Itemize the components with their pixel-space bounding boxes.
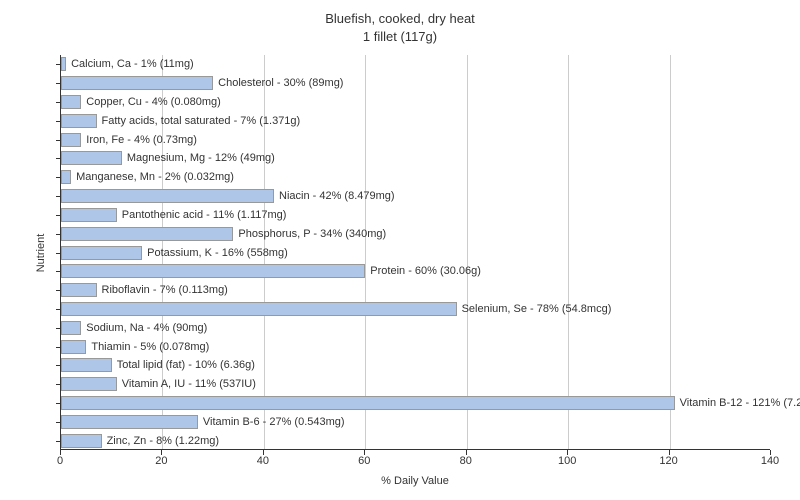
nutrient-label: Manganese, Mn - 2% (0.032mg) <box>76 170 234 184</box>
nutrient-bar <box>61 151 122 165</box>
title-line-2: 1 fillet (117g) <box>363 29 437 44</box>
nutrient-bar <box>61 114 97 128</box>
nutrient-label: Vitamin A, IU - 11% (537IU) <box>122 377 256 391</box>
nutrient-bar <box>61 227 233 241</box>
x-tick-label: 60 <box>358 455 370 467</box>
nutrient-bar <box>61 57 66 71</box>
nutrient-bar <box>61 133 81 147</box>
nutrient-bar <box>61 321 81 335</box>
nutrient-label: Zinc, Zn - 8% (1.22mg) <box>107 434 219 448</box>
nutrient-label: Magnesium, Mg - 12% (49mg) <box>127 151 275 165</box>
nutrient-label: Pantothenic acid - 11% (1.117mg) <box>122 208 287 222</box>
nutrient-bar <box>61 264 365 278</box>
nutrient-bar <box>61 208 117 222</box>
x-tick-label: 40 <box>257 455 269 467</box>
grid-line <box>568 55 569 449</box>
grid-line <box>467 55 468 449</box>
nutrient-bar <box>61 76 213 90</box>
nutrient-label: Calcium, Ca - 1% (11mg) <box>71 57 194 71</box>
nutrient-bar <box>61 189 274 203</box>
nutrient-label: Total lipid (fat) - 10% (6.36g) <box>117 358 255 372</box>
nutrient-label: Riboflavin - 7% (0.113mg) <box>102 283 228 297</box>
nutrient-label: Fatty acids, total saturated - 7% (1.371… <box>102 114 301 128</box>
nutrient-bar <box>61 434 102 448</box>
title-line-1: Bluefish, cooked, dry heat <box>325 11 475 26</box>
nutrient-bar <box>61 302 457 316</box>
nutrient-label: Protein - 60% (30.06g) <box>370 264 481 278</box>
nutrient-label: Vitamin B-6 - 27% (0.543mg) <box>203 415 345 429</box>
nutrient-label: Thiamin - 5% (0.078mg) <box>91 340 209 354</box>
x-tick-label: 100 <box>558 455 576 467</box>
nutrient-bar <box>61 396 675 410</box>
nutrient-bar <box>61 246 142 260</box>
x-tick-label: 140 <box>761 455 779 467</box>
nutrient-bar <box>61 377 117 391</box>
nutrient-label: Niacin - 42% (8.479mg) <box>279 189 395 203</box>
nutrient-label: Iron, Fe - 4% (0.73mg) <box>86 133 197 147</box>
nutrient-bar <box>61 415 198 429</box>
nutrient-label: Copper, Cu - 4% (0.080mg) <box>86 95 221 109</box>
nutrient-bar <box>61 340 86 354</box>
nutrient-label: Phosphorus, P - 34% (340mg) <box>238 227 386 241</box>
grid-line <box>670 55 671 449</box>
nutrient-bar <box>61 170 71 184</box>
chart-area: Calcium, Ca - 1% (11mg) Cholesterol - 30%… <box>60 55 770 450</box>
x-tick-label: 20 <box>155 455 167 467</box>
x-tick-label: 120 <box>659 455 677 467</box>
nutrient-label: Potassium, K - 16% (558mg) <box>147 246 288 260</box>
x-tick-label: 80 <box>460 455 472 467</box>
nutrient-label: Vitamin B-12 - 121% (7.28mcg) <box>680 396 800 410</box>
y-axis-label: Nutrient <box>35 233 47 272</box>
nutrient-label: Selenium, Se - 78% (54.8mcg) <box>462 302 612 316</box>
x-axis-label: % Daily Value <box>381 475 449 487</box>
nutrient-bar <box>61 358 112 372</box>
nutrient-label: Cholesterol - 30% (89mg) <box>218 76 343 90</box>
nutrient-bar <box>61 95 81 109</box>
chart-title: Bluefish, cooked, dry heat 1 fillet (117… <box>0 0 800 45</box>
nutrient-label: Sodium, Na - 4% (90mg) <box>86 321 207 335</box>
x-tick-label: 0 <box>57 455 63 467</box>
nutrient-bar <box>61 283 97 297</box>
plot-area: Calcium, Ca - 1% (11mg) Cholesterol - 30%… <box>60 55 770 450</box>
grid-line <box>365 55 366 449</box>
